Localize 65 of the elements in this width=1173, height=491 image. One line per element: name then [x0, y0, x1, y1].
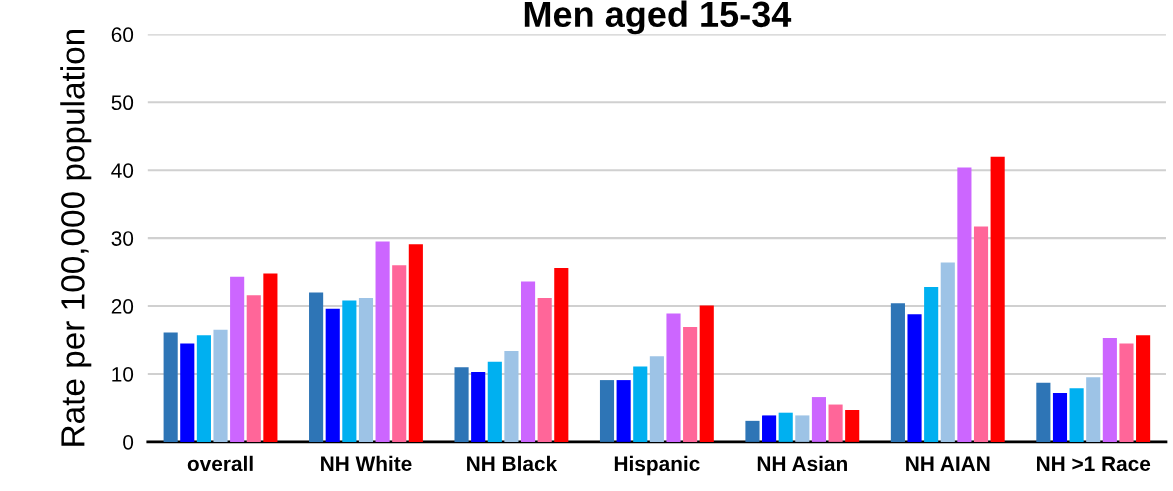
- bar: [213, 329, 228, 442]
- bar: [1036, 382, 1051, 442]
- x-tick-label: NH AIAN: [906, 456, 990, 471]
- bar: [520, 281, 536, 442]
- bar: [811, 397, 827, 442]
- bar: [699, 305, 714, 442]
- bar: [762, 415, 777, 442]
- x-tick-label: NH >1 Race: [1037, 456, 1151, 472]
- bar: [163, 332, 178, 442]
- bar: [246, 295, 261, 442]
- bar: [845, 409, 860, 442]
- bar: [454, 367, 469, 442]
- y-tick-label: 50: [111, 95, 134, 111]
- bar: [973, 226, 989, 442]
- bar: [487, 361, 502, 442]
- bar: [196, 335, 211, 442]
- y-tick-label: 30: [111, 231, 134, 246]
- bar: [325, 308, 340, 442]
- bar: [828, 404, 843, 442]
- y-tick-label: 20: [111, 299, 134, 314]
- bar: [408, 244, 423, 442]
- bar: [554, 268, 569, 442]
- bar: [1052, 393, 1068, 442]
- bar: [683, 327, 698, 442]
- bar: [890, 303, 905, 442]
- bar: [599, 380, 615, 442]
- bar: [1086, 377, 1101, 442]
- bar: [504, 350, 519, 442]
- x-tick-label: NH Black: [467, 455, 558, 472]
- x-tick-label: NH White: [321, 455, 412, 472]
- bar: [666, 313, 681, 442]
- bar: [795, 415, 810, 442]
- y-tick-label: 40: [111, 163, 134, 178]
- bar: [358, 297, 374, 442]
- bar: [375, 241, 390, 442]
- bar: [471, 371, 486, 442]
- bar: [907, 314, 922, 442]
- bar: [309, 292, 324, 442]
- bar: [230, 276, 245, 442]
- x-tick-label: Hispanic: [614, 455, 700, 476]
- y-tick-label: 0: [123, 434, 134, 450]
- bar: [924, 287, 939, 442]
- bar: [616, 380, 631, 442]
- bar: [537, 297, 552, 442]
- bar: [1069, 388, 1084, 442]
- bar: [1102, 337, 1117, 442]
- bar: [990, 156, 1005, 442]
- y-axis-title: Rate per 100,000 population: [60, 29, 92, 446]
- bar: [342, 300, 357, 442]
- x-tick-label: overall: [187, 455, 253, 472]
- y-tick-label: 60: [111, 27, 134, 43]
- bar: [1119, 343, 1134, 442]
- bar: [392, 265, 407, 442]
- bar: [180, 343, 195, 442]
- bar: [778, 412, 793, 442]
- bar: [633, 366, 648, 442]
- bar: [940, 262, 955, 442]
- y-tick-label: 10: [112, 366, 134, 382]
- chart-title: Men aged 15-34: [524, 0, 792, 35]
- bar: [1136, 335, 1151, 442]
- x-tick-label: NH Asian: [757, 455, 847, 472]
- bar: [957, 167, 972, 442]
- bar: [263, 273, 278, 442]
- bar: [649, 356, 664, 442]
- bar: [745, 420, 760, 442]
